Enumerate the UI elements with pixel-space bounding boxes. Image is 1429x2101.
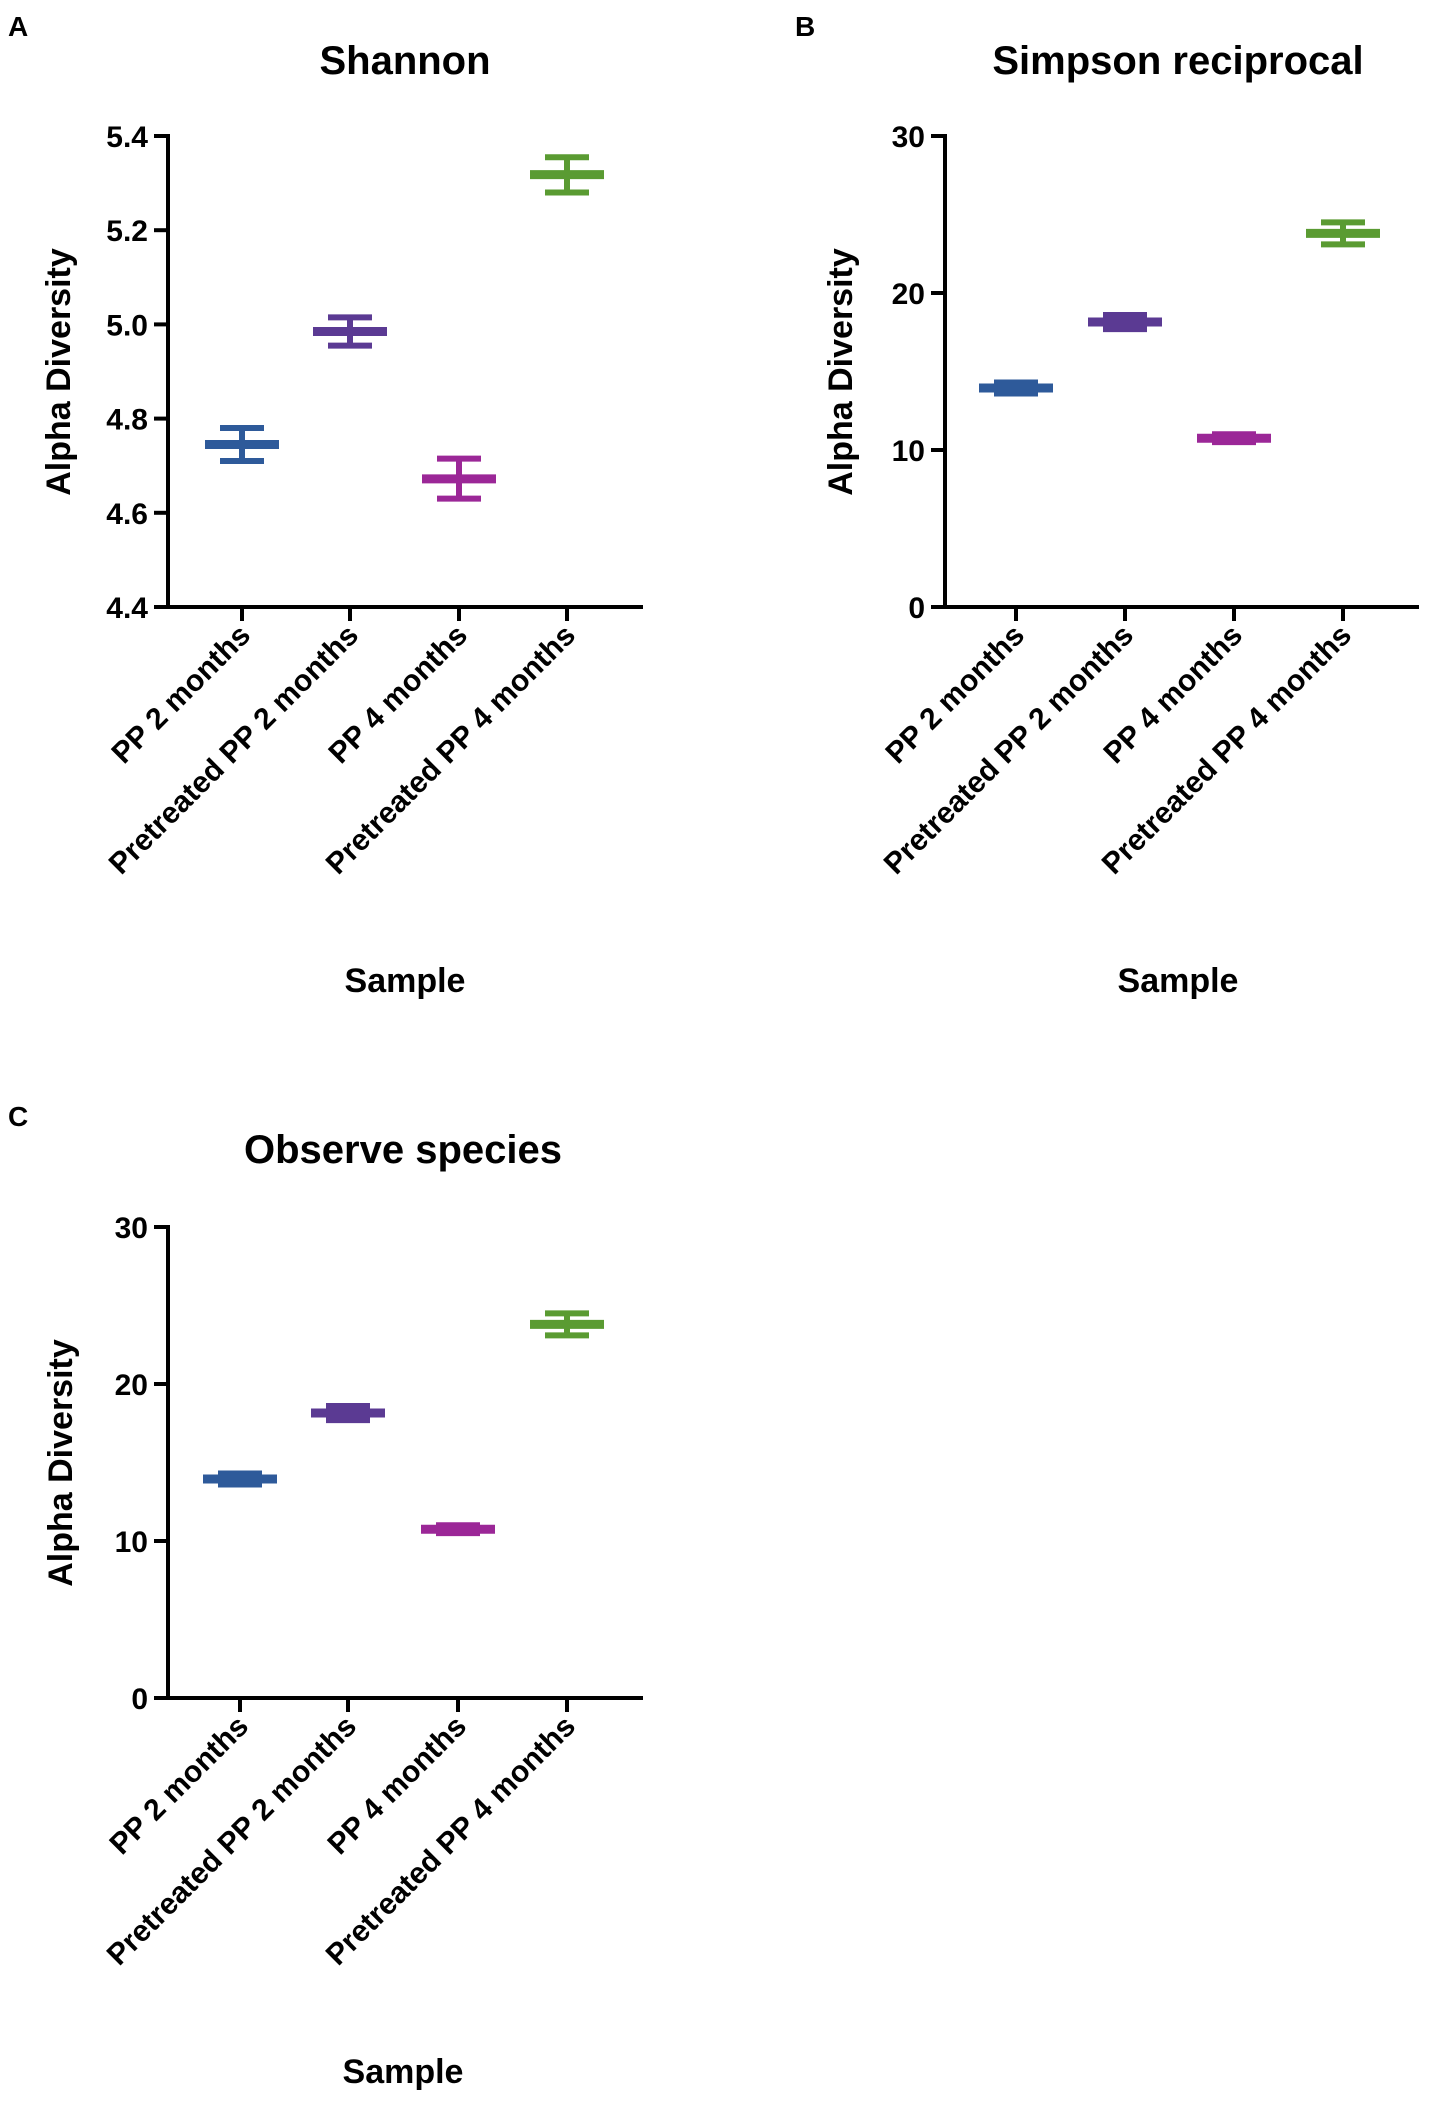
- y-tick-label: 30: [115, 1212, 148, 1245]
- y-axis-label-b: Alpha Diversity: [822, 248, 860, 496]
- y-tick-label: 20: [115, 1369, 148, 1402]
- data-point: [1197, 431, 1271, 446]
- panel-letter-a: A: [8, 11, 28, 42]
- panel-c: C Observe species Alpha Diversity Sample…: [8, 1101, 643, 2091]
- data-point: [422, 455, 496, 502]
- chart-title-c: Observe species: [244, 1128, 562, 1172]
- panel-a: A Shannon Alpha Diversity Sample 4.4 4.6 4…: [8, 11, 643, 1000]
- y-tick-label: 4.6: [106, 498, 148, 531]
- y-tick-label: 4.8: [106, 404, 148, 437]
- data-point: [421, 1522, 495, 1537]
- data-point: [1088, 311, 1162, 333]
- x-axis-label-c: Sample: [343, 2053, 464, 2091]
- panel-letter-c: C: [8, 1101, 28, 1132]
- chart-title-a: Shannon: [319, 39, 490, 83]
- y-tick-label: 10: [115, 1526, 148, 1559]
- y-tick-label: 5.2: [106, 215, 148, 248]
- panel-letter-b: B: [795, 11, 815, 42]
- data-point: [203, 1470, 277, 1488]
- data-point: [311, 1402, 385, 1424]
- y-tick-label: 0: [131, 1683, 148, 1716]
- y-tick-label: 10: [892, 435, 925, 468]
- data-point: [530, 1310, 604, 1339]
- y-tick-label: 0: [908, 592, 925, 625]
- y-tick-label: 20: [892, 278, 925, 311]
- y-axis-label-c: Alpha Diversity: [42, 1339, 80, 1587]
- y-tick-label: 5.0: [106, 309, 148, 342]
- y-tick-label: 4.4: [106, 592, 148, 625]
- plot-area-a: 4.44.64.85.05.25.4PP 2 monthsPretreated …: [103, 121, 643, 881]
- data-point: [530, 154, 604, 196]
- chart-title-b: Simpson reciprocal: [992, 39, 1363, 83]
- data-point: [1306, 219, 1380, 248]
- x-axis-label-a: Sample: [345, 962, 466, 1000]
- data-point: [205, 425, 279, 464]
- y-tick-label: 30: [892, 121, 925, 154]
- data-point: [313, 314, 387, 349]
- y-axis-label-a: Alpha Diversity: [40, 248, 78, 496]
- panel-b: B Simpson reciprocal Alpha Diversity Sam…: [795, 11, 1419, 1000]
- y-tick-label: 5.4: [106, 121, 148, 154]
- x-axis-label-b: Sample: [1118, 962, 1239, 1000]
- data-point: [979, 379, 1053, 397]
